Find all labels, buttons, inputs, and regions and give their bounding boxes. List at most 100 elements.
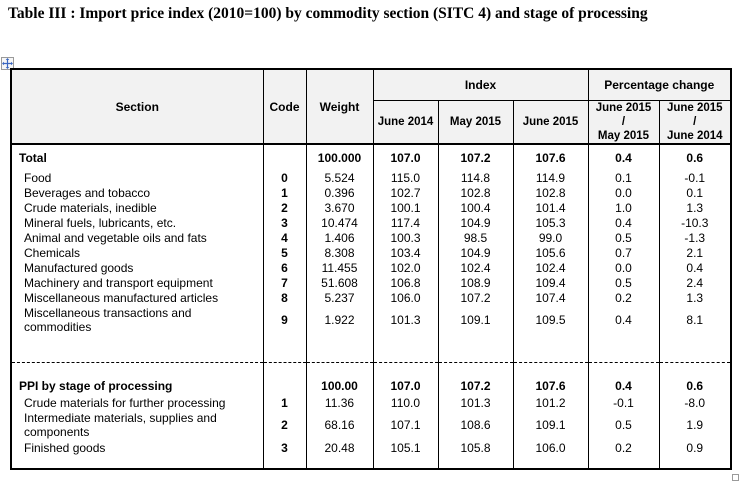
section-cell: Finished goods (10, 440, 264, 455)
code-cell: 6 (262, 260, 307, 275)
table-row-ppi-stage: PPI by stage of processing 100.00 107.0 … (10, 377, 732, 395)
divider-cell (512, 335, 589, 377)
weight-cell: 100.00 (305, 377, 374, 395)
col-header-may-2015: May 2015 (437, 99, 514, 145)
index-june2015-cell: 109.5 (512, 305, 589, 335)
index-may2015-cell: 102.8 (437, 185, 514, 200)
table-header-row-periods: June 2014 May 2015 June 2015 June 2015 /… (11, 99, 732, 145)
move-cross-icon (2, 58, 13, 69)
section-cell: Beverages and tobacco (10, 185, 264, 200)
section-cell: Miscellaneous transactions and commoditi… (10, 305, 264, 335)
table-resize-handle[interactable] (732, 474, 739, 481)
table-header-row-groups: Section Code Weight Index Percentage cha… (10, 68, 732, 145)
code-cell: 4 (262, 230, 307, 245)
weight-cell: 1.922 (305, 305, 374, 335)
divider-cell (587, 335, 660, 377)
table-row-mineral-fuels: Mineral fuels, lubricants, etc. 3 10.474… (10, 215, 732, 230)
index-june2014-cell: 102.0 (372, 260, 439, 275)
index-june2015-cell: 101.2 (512, 395, 589, 410)
section-cell: Total (10, 143, 264, 170)
index-may2015-cell: 108.9 (437, 275, 514, 290)
pct-vs-may2015-cell: 0.7 (587, 245, 660, 260)
index-may2015-cell: 98.5 (437, 230, 514, 245)
section-cell: PPI by stage of processing (10, 377, 264, 395)
divider-cell (658, 335, 732, 377)
weight-cell: 0.396 (305, 185, 374, 200)
pct-vs-june2014-cell: 1.3 (658, 290, 732, 305)
pct-vs-may2015-cell: 0.5 (587, 410, 660, 440)
weight-cell: 11.455 (305, 260, 374, 275)
table-row-animal-vegetable-oils: Animal and vegetable oils and fats 4 1.4… (10, 230, 732, 245)
pct-vs-may2015-cell: 0.0 (587, 185, 660, 200)
section-cell: Crude materials for further processing (10, 395, 264, 410)
col-header-section: Section (10, 68, 264, 145)
weight-cell: 51.608 (305, 275, 374, 290)
pct-vs-may2015-cell: -0.1 (587, 395, 660, 410)
index-may2015-cell: 109.1 (437, 305, 514, 335)
weight-cell: 68.16 (305, 410, 374, 440)
index-june2015-cell: 107.6 (512, 377, 589, 395)
index-june2015-cell: 105.3 (512, 215, 589, 230)
pct-vs-june2014-cell: 2.4 (658, 275, 732, 290)
table-move-handle[interactable] (1, 57, 14, 70)
pct-vs-june2014-cell: -10.3 (658, 215, 732, 230)
index-june2014-cell: 103.4 (372, 245, 439, 260)
section-divider-row (10, 335, 732, 377)
pct-vs-june2014-cell: 8.1 (658, 305, 732, 335)
table-row-beverages-tobacco: Beverages and tobacco 1 0.396 102.7 102.… (10, 185, 732, 200)
dashed-divider (12, 362, 263, 363)
table-row-misc-transactions: Miscellaneous transactions and commoditi… (10, 305, 732, 335)
pct-vs-june2014-cell: -0.1 (658, 170, 732, 185)
index-june2014-cell: 102.7 (372, 185, 439, 200)
index-may2015-cell: 101.3 (437, 395, 514, 410)
divider-cell (262, 335, 307, 377)
table-row-crude-materials: Crude materials, inedible 2 3.670 100.1 … (10, 200, 732, 215)
code-cell: 5 (262, 245, 307, 260)
code-cell: 3 (262, 440, 307, 455)
index-june2015-cell: 114.9 (512, 170, 589, 185)
index-may2015-cell: 102.4 (437, 260, 514, 275)
code-cell (262, 377, 307, 395)
table-bottom-spacer-row (10, 455, 732, 469)
index-june2015-cell: 102.4 (512, 260, 589, 275)
code-cell: 9 (262, 305, 307, 335)
weight-cell: 3.670 (305, 200, 374, 215)
index-june2015-cell: 109.4 (512, 275, 589, 290)
divider-cell (10, 335, 264, 377)
pct-vs-may2015-cell: 0.2 (587, 290, 660, 305)
pct-vs-may2015-cell: 0.4 (587, 215, 660, 230)
index-june2015-cell: 101.4 (512, 200, 589, 215)
section-cell: Food (10, 170, 264, 185)
section-cell: Animal and vegetable oils and fats (10, 230, 264, 245)
table-title: Table III : Import price index (2010=100… (8, 5, 648, 22)
col-header-june-2015: June 2015 (512, 99, 589, 145)
weight-cell: 5.237 (305, 290, 374, 305)
table-row-misc-manufactured: Miscellaneous manufactured articles 8 5.… (10, 290, 732, 305)
code-cell: 0 (262, 170, 307, 185)
index-june2015-cell: 99.0 (512, 230, 589, 245)
pct-vs-may2015-cell: 1.0 (587, 200, 660, 215)
col-header-june-2014: June 2014 (372, 99, 439, 145)
code-cell: 8 (262, 290, 307, 305)
code-cell: 3 (262, 215, 307, 230)
index-june2014-cell: 106.0 (372, 290, 439, 305)
col-header-pct-june2015-june2014: June 2015 / June 2014 (658, 99, 732, 145)
pct-vs-june2014-cell: -1.3 (658, 230, 732, 245)
section-cell: Manufactured goods (10, 260, 264, 275)
table-row-chemicals: Chemicals 5 8.308 103.4 104.9 105.6 0.7 … (10, 245, 732, 260)
index-june2014-cell: 117.4 (372, 215, 439, 230)
pct-vs-may2015-cell: 0.5 (587, 275, 660, 290)
table-row-machinery-transport: Machinery and transport equipment 7 51.6… (10, 275, 732, 290)
table-row-intermediate-materials: Intermediate materials, supplies and com… (10, 410, 732, 440)
pct-vs-may2015-cell: 0.2 (587, 440, 660, 455)
section-cell: Miscellaneous manufactured articles (10, 290, 264, 305)
table-row-manufactured-goods: Manufactured goods 6 11.455 102.0 102.4 … (10, 260, 732, 275)
index-june2015-cell: 102.8 (512, 185, 589, 200)
pct-vs-may2015-cell: 0.4 (587, 305, 660, 335)
weight-cell: 10.474 (305, 215, 374, 230)
section-cell: Intermediate materials, supplies and com… (10, 410, 264, 440)
code-cell (262, 143, 307, 170)
index-may2015-cell: 107.2 (437, 290, 514, 305)
index-june2015-cell: 105.6 (512, 245, 589, 260)
